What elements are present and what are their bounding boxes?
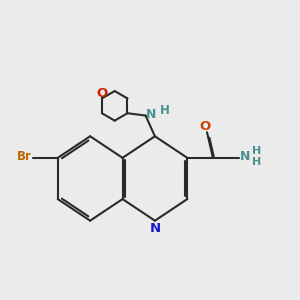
Text: Br: Br <box>17 150 32 163</box>
Text: H: H <box>252 157 261 167</box>
Text: O: O <box>199 120 210 133</box>
Text: N: N <box>146 108 156 121</box>
Text: H: H <box>160 104 170 117</box>
Text: O: O <box>96 87 107 100</box>
Text: N: N <box>149 221 161 235</box>
Text: H: H <box>252 146 261 156</box>
Text: N: N <box>240 150 250 163</box>
